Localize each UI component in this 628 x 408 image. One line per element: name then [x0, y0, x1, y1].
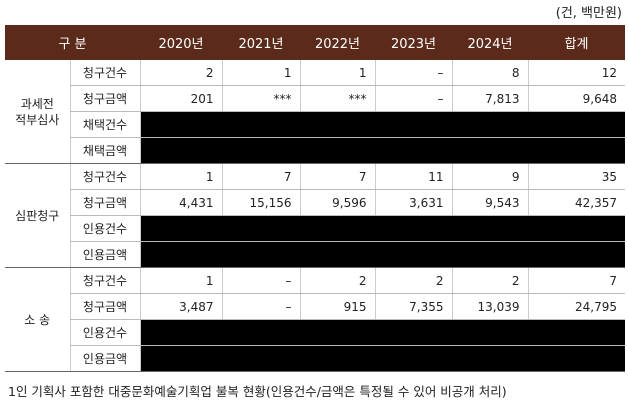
footnote: 1인 기획사 포함한 대중문화예술기획업 불복 현황(인용건수/금액은 특정될 … — [8, 384, 507, 399]
table-row: 심판청구 청구건수 1 7 7 11 9 35 — [5, 163, 625, 268]
group-label: 소 송 — [5, 267, 70, 372]
table: 구 분 2020년 2021년 2022년 2023년 2024년 합계 과세전 적부심사 청… — [5, 25, 625, 372]
value-cell: 7,813 — [451, 85, 528, 112]
value-cell: 7 — [527, 267, 625, 294]
value-cell: 7,355 — [374, 293, 452, 320]
row-label: 청구건수 — [69, 163, 140, 190]
value-cell: 7 — [221, 163, 300, 190]
table-row: 인용건수 — [5, 319, 625, 346]
value-cell: 2 — [139, 60, 222, 86]
table-row: 인용금액 — [5, 345, 625, 372]
value-cell: 9 — [451, 163, 528, 190]
table-row: 청구금액 201 *** *** –7,813 9,648 — [5, 85, 625, 112]
header-cell: 구 분 — [5, 25, 140, 60]
table-row: 소 송 청구건수 1–2 2 2 7 — [5, 267, 625, 372]
value-cell: 7 — [299, 163, 375, 190]
group-label: 심판청구 — [5, 163, 70, 268]
row-label: 채택금액 — [69, 137, 140, 164]
value-cell: 13,039 — [451, 293, 528, 320]
value-cell: 3,487 — [139, 293, 222, 320]
table-row: 인용금액 — [5, 241, 625, 268]
value-cell: 1 — [299, 60, 375, 86]
value-cell: 915 — [299, 293, 375, 320]
value-cell: 42,357 — [527, 189, 625, 216]
value-cell: 1 — [139, 267, 222, 294]
row-label: 인용금액 — [69, 345, 140, 372]
row-label: 청구금액 — [69, 293, 140, 320]
value-cell: – — [221, 293, 300, 320]
redacted-cell — [139, 215, 625, 242]
value-cell: – — [221, 267, 300, 294]
value-cell: – — [374, 60, 452, 86]
table-row: 채택금액 — [5, 137, 625, 164]
value-cell: 1 — [139, 163, 222, 190]
value-cell: 35 — [527, 163, 625, 190]
value-cell: 9,543 — [451, 189, 528, 216]
value-cell: 2 — [451, 267, 528, 294]
row-label: 청구금액 — [69, 189, 140, 216]
value-cell: 8 — [451, 60, 528, 86]
value-cell: 15,156 — [221, 189, 300, 216]
table-row: 과세전 적부심사 청구건수 2 1 1–8 12 — [5, 60, 625, 164]
header-cell: 2020년 — [140, 25, 222, 60]
value-cell: 9,596 — [299, 189, 375, 216]
redacted-cell — [139, 345, 625, 372]
header-cell: 2021년 — [222, 25, 300, 60]
value-cell: 2 — [374, 267, 452, 294]
header-cell: 2023년 — [375, 25, 452, 60]
redacted-cell — [139, 111, 625, 138]
row-label: 인용건수 — [69, 215, 140, 242]
group-label: 과세전 적부심사 — [5, 60, 70, 164]
value-cell: 3,631 — [374, 189, 452, 216]
header-cell: 2024년 — [452, 25, 528, 60]
header-row: 구 분 2020년 2021년 2022년 2023년 2024년 합계 — [5, 25, 625, 60]
table-body: 과세전 적부심사 청구건수 2 1 1–8 12 청구금액 201 *** *** –7,813 9,… — [5, 60, 625, 372]
value-cell: 2 — [299, 267, 375, 294]
value-cell: 1 — [221, 60, 300, 86]
value-cell: *** — [221, 85, 300, 112]
table-row: 인용건수 — [5, 215, 625, 242]
redacted-cell — [139, 137, 625, 164]
value-cell: 4,431 — [139, 189, 222, 216]
value-cell: 9,648 — [527, 85, 625, 112]
value-cell: 11 — [374, 163, 452, 190]
value-cell: 201 — [139, 85, 222, 112]
table-row: 채택건수 — [5, 111, 625, 138]
row-label: 인용건수 — [69, 319, 140, 346]
redacted-cell — [139, 241, 625, 268]
row-label: 인용금액 — [69, 241, 140, 268]
header-cell: 합계 — [528, 25, 625, 60]
value-cell: 24,795 — [527, 293, 625, 320]
row-label: 청구건수 — [69, 60, 140, 86]
unit-label: (건, 백만원) — [555, 6, 622, 21]
table-row: 청구금액 3,487–915 7,355 13,039 24,795 — [5, 293, 625, 320]
row-label: 청구건수 — [69, 267, 140, 294]
value-cell: – — [374, 85, 452, 112]
value-cell: 12 — [527, 60, 625, 86]
redacted-cell — [139, 319, 625, 346]
table-row: 청구금액 4,431 15,156 9,596 3,631 9,543 42,357 — [5, 189, 625, 216]
row-label: 청구금액 — [69, 85, 140, 112]
row-label: 채택건수 — [69, 111, 140, 138]
header-cell: 2022년 — [300, 25, 375, 60]
value-cell: *** — [299, 85, 375, 112]
